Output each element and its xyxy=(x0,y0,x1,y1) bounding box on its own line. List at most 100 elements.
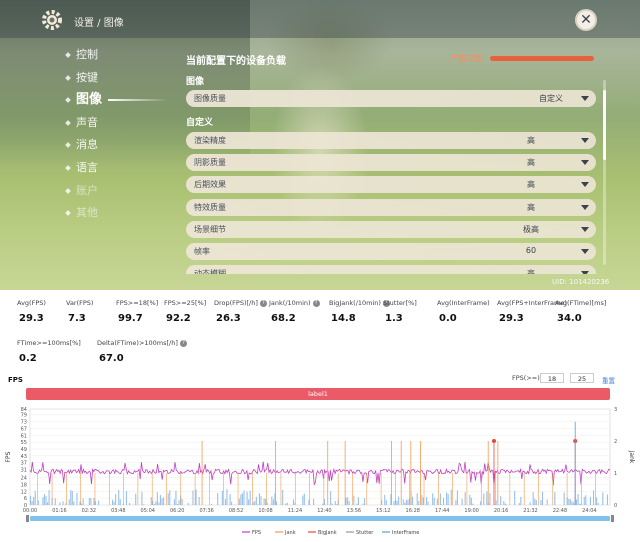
interframe-bar xyxy=(119,499,121,505)
setting-label: 后期效果 xyxy=(194,180,226,190)
stat-label-text: FPS>=25[%] xyxy=(164,299,207,307)
label-bar[interactable]: label1 xyxy=(26,388,610,400)
interframe-bar xyxy=(393,501,395,505)
interframe-bar xyxy=(486,491,488,505)
interframe-bar xyxy=(181,498,183,505)
interframe-bar xyxy=(592,490,595,505)
close-button[interactable]: ✕ xyxy=(575,9,597,31)
interframe-bar xyxy=(152,500,154,505)
stat-label: Avg(FTime)[ms] xyxy=(555,299,635,307)
interframe-bar xyxy=(396,500,398,505)
interframe-bar xyxy=(252,502,254,505)
setting-row[interactable]: 场景细节 极高 xyxy=(186,220,596,238)
menu-item[interactable]: 语言 xyxy=(60,157,170,180)
x-tick-label: 00:00 xyxy=(23,508,37,514)
interframe-bar xyxy=(347,497,349,505)
fps-chart-section: FPS FPS(>=) 18 25 重置 label1 0 6 12 18 24 31 37… xyxy=(0,372,640,542)
setting-label: 阴影质量 xyxy=(194,158,226,168)
menu-item[interactable]: 账户 xyxy=(60,180,170,203)
stat-label-text: Avg(FTime)[ms] xyxy=(555,299,607,307)
menu-item[interactable]: 图像 xyxy=(60,89,170,112)
interframe-bar xyxy=(292,499,295,505)
interframe-bar xyxy=(569,499,571,505)
x-tick-label: 13:56 xyxy=(347,508,361,514)
setting-row[interactable]: 渲染精度 高 xyxy=(186,132,596,149)
interframe-bar xyxy=(504,503,506,505)
y-tick-label: 84 xyxy=(21,407,27,413)
fps-threshold-input-1[interactable]: 18 xyxy=(540,373,564,383)
setting-row[interactable]: 特效质量 高 xyxy=(186,198,596,216)
stat-value: 68.2 xyxy=(271,313,296,324)
interframe-bar xyxy=(125,491,127,505)
stat-label: Drop(FPS)[/h]? xyxy=(214,299,294,307)
setting-label: 动态模糊 xyxy=(194,269,226,274)
y-tick-label: 67 xyxy=(21,426,27,432)
menu-bullet-icon xyxy=(65,74,71,81)
fps-threshold-input-2[interactable]: 25 xyxy=(570,373,594,383)
interframe-bar xyxy=(155,501,157,505)
legend-label: FPS xyxy=(252,530,261,536)
interframe-bar xyxy=(348,501,350,505)
setting-row[interactable]: 动态模糊 高 xyxy=(186,265,596,274)
x-tick-label: 19:00 xyxy=(464,508,478,514)
stat-label-text: Var(FPS) xyxy=(66,299,94,307)
interframe-bar xyxy=(275,501,278,505)
menu-item-label: 按键 xyxy=(76,70,98,84)
interframe-bar xyxy=(541,491,544,505)
interframe-bar xyxy=(82,498,84,505)
interframe-bar xyxy=(364,498,366,505)
menu-item[interactable]: 消息 xyxy=(60,134,170,157)
help-icon[interactable]: ? xyxy=(179,339,187,347)
chevron-down-icon xyxy=(581,182,589,188)
menu-bullet-icon xyxy=(65,52,71,58)
interframe-bar xyxy=(266,502,268,505)
interframe-bar xyxy=(81,503,83,505)
interframe-bar xyxy=(322,503,324,505)
interframe-bar xyxy=(489,493,491,505)
reset-button[interactable]: 重置 xyxy=(602,377,615,385)
x-tick-label: 15:12 xyxy=(376,508,390,514)
interframe-bar xyxy=(115,494,117,505)
interframe-bar xyxy=(43,494,46,505)
stat-label-text: Delta(FTime)>100ms[/h] xyxy=(97,339,178,347)
interframe-bar xyxy=(534,498,536,505)
interframe-bar xyxy=(128,502,131,505)
x-tick-label: 06:20 xyxy=(170,508,184,514)
stat-item: Drop(FPS)[/h]? 26.3 xyxy=(214,299,294,324)
stat-label-text: FTime>=100ms[%] xyxy=(17,339,81,347)
device-load-level: 严重过载 xyxy=(450,54,482,63)
menu-item[interactable]: 按键 xyxy=(60,67,170,90)
x-tick-label: 01:16 xyxy=(52,508,66,514)
settings-top-bar: 设置 / 图像 ✕ xyxy=(0,0,640,38)
interframe-bar xyxy=(563,492,565,505)
help-icon[interactable]: ? xyxy=(382,299,390,307)
menu-item-label: 账户 xyxy=(76,183,98,197)
setting-row[interactable]: 后期效果 高 xyxy=(186,176,596,194)
interframe-bar xyxy=(461,498,463,505)
setting-row[interactable]: 阴影质量 高 xyxy=(186,154,596,172)
menu-item[interactable]: 声音 xyxy=(60,112,170,135)
y-tick-label: 6 xyxy=(24,496,27,502)
menu-item[interactable]: 其他 xyxy=(60,202,170,225)
chevron-down-icon xyxy=(581,96,589,101)
setting-row[interactable]: 帧率 60 xyxy=(186,243,596,260)
interframe-bar xyxy=(229,494,231,505)
interframe-bar xyxy=(150,497,152,505)
help-icon[interactable]: ? xyxy=(259,299,267,307)
stat-label: FPS>=18[%] xyxy=(116,299,196,307)
interframe-bar xyxy=(272,499,274,505)
scrollbar-thumb[interactable] xyxy=(603,90,606,160)
legend-label: InterFrame xyxy=(392,530,419,536)
stat-value: 26.3 xyxy=(216,313,241,324)
interframe-bar xyxy=(31,501,33,505)
setting-row-image-quality[interactable]: 图像质量 自定义 xyxy=(186,90,596,107)
stat-label: Avg(FPS) xyxy=(17,299,97,307)
stat-item: Delta(FTime)>100ms[/h]? 67.0 xyxy=(97,339,187,364)
stat-value: 34.0 xyxy=(557,313,582,324)
menu-item[interactable]: 控制 xyxy=(60,44,170,67)
setting-value: 60 xyxy=(525,246,537,255)
help-icon[interactable]: ? xyxy=(312,299,320,307)
interframe-bar xyxy=(159,495,162,505)
panel-scrollbar[interactable] xyxy=(603,80,606,265)
interframe-bar xyxy=(255,496,257,505)
